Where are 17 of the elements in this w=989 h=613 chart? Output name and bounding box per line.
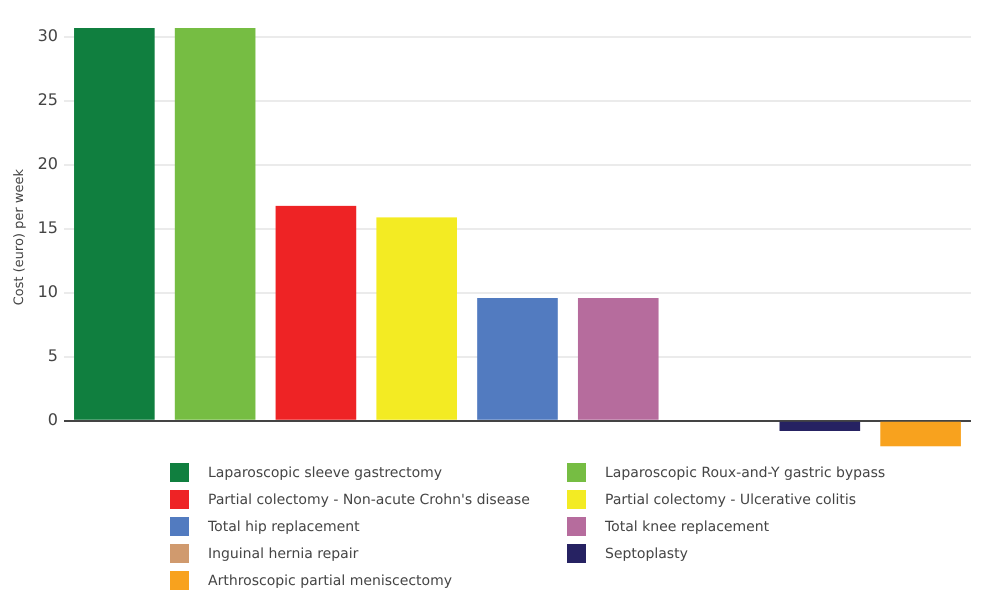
y-tick-label: 30 (38, 26, 58, 46)
legend-label: Total hip replacement (208, 518, 360, 534)
y-tick-label: 0 (48, 410, 58, 429)
legend-label: Septoplasty (605, 546, 688, 562)
legend-label: Arthroscopic partial meniscectomy (208, 572, 452, 588)
y-tick-label: 15 (38, 218, 58, 238)
y-tick-label: 25 (38, 90, 58, 110)
legend-label: Partial colectomy - Ulcerative colitis (605, 492, 856, 508)
legend-label: Inguinal hernia repair (208, 546, 358, 562)
y-tick-label: 5 (48, 346, 58, 365)
legend-label: Laparoscopic sleeve gastrectomy (208, 464, 442, 480)
y-axis-title: Cost (euro) per week (12, 168, 28, 306)
legend-label: Laparoscopic Roux-and-Y gastric bypass (605, 464, 886, 480)
legend-label: Total knee replacement (605, 518, 770, 534)
y-tick-label: 20 (38, 154, 58, 174)
y-tick-label: 10 (38, 282, 58, 302)
legend-label: Partial colectomy - Non-acute Crohn's disease (208, 492, 530, 508)
